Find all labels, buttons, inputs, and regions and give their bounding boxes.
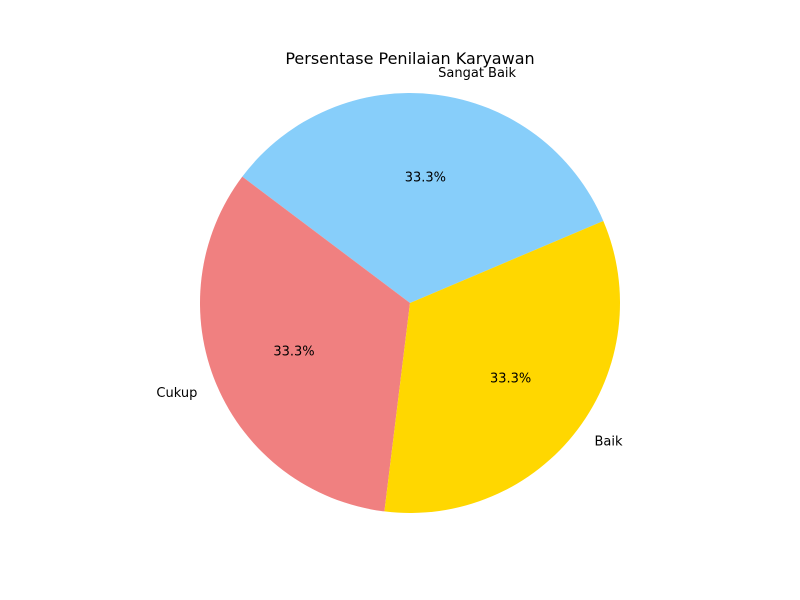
pie-slices: [200, 93, 620, 513]
slice-label: Cukup: [156, 386, 197, 401]
slice-label: Sangat Baik: [438, 66, 516, 81]
chart-title: Persentase Penilaian Karyawan: [285, 49, 534, 68]
slice-percent-label: 33.3%: [405, 170, 446, 185]
pie-slice-sangat-baik: [242, 93, 604, 303]
slice-percent-label: 33.3%: [490, 371, 531, 386]
pie-labels: Sangat Baik 33.3% Cukup 33.3% Baik 33.3%: [156, 66, 623, 449]
slice-label: Baik: [594, 435, 622, 450]
pie-slice-cukup: [200, 176, 410, 512]
slice-percent-label: 33.3%: [273, 345, 314, 360]
pie-slice-baik: [384, 220, 620, 513]
